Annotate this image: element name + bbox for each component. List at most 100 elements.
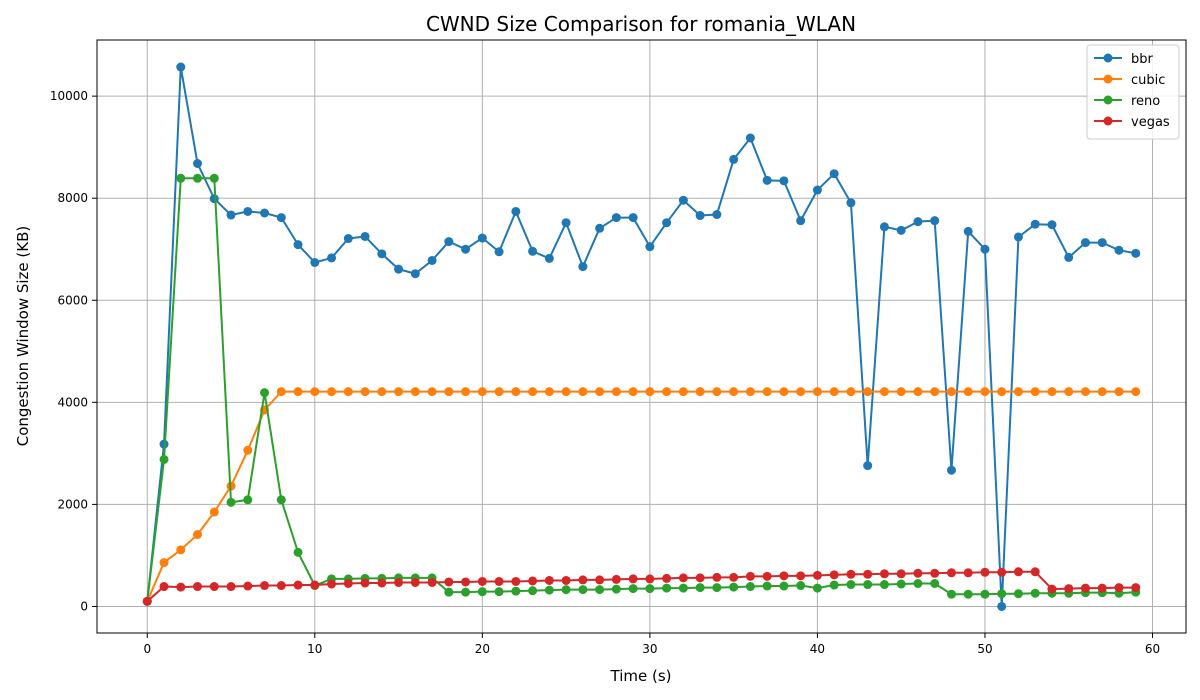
data-point-cubic [578, 387, 588, 397]
data-point-cubic [1080, 387, 1090, 397]
data-point-vegas [544, 575, 554, 585]
data-point-vegas [276, 581, 286, 591]
data-point-cubic [812, 387, 822, 397]
data-point-vegas [997, 567, 1007, 577]
data-point-cubic [913, 387, 923, 397]
data-point-bbr [946, 465, 956, 475]
data-point-reno [494, 587, 504, 597]
data-point-reno [745, 582, 755, 592]
y-tick-label: 4000 [57, 395, 88, 409]
data-point-bbr [662, 218, 672, 228]
data-point-bbr [829, 169, 839, 179]
data-point-cubic [997, 387, 1007, 397]
data-point-bbr [494, 247, 504, 257]
data-point-bbr [779, 176, 789, 186]
data-point-vegas [829, 570, 839, 580]
data-point-vegas [578, 575, 588, 585]
data-point-cubic [377, 387, 387, 397]
data-point-cubic [1030, 387, 1040, 397]
data-point-bbr [461, 244, 471, 254]
data-point-vegas [176, 582, 186, 592]
data-point-reno [544, 585, 554, 595]
data-point-bbr [1114, 245, 1124, 255]
data-point-reno [930, 579, 940, 588]
data-point-reno [1013, 589, 1023, 599]
data-point-reno [946, 589, 956, 599]
chart-title: CWND Size Comparison for romania_WLAN [426, 12, 856, 36]
y-tick-label: 0 [80, 599, 88, 613]
data-point-reno [846, 580, 856, 590]
data-point-cubic [946, 387, 956, 397]
data-point-cubic [963, 387, 973, 397]
data-point-vegas [1131, 583, 1141, 593]
data-point-bbr [276, 213, 286, 223]
data-point-bbr [980, 244, 990, 254]
legend-item-cubic: cubic [1094, 73, 1165, 88]
data-point-bbr [963, 226, 973, 236]
data-point-cubic [779, 387, 789, 397]
data-point-vegas [896, 569, 906, 579]
data-point-cubic [310, 387, 320, 397]
data-point-vegas [796, 571, 806, 581]
plot-frame [96, 39, 1187, 634]
data-point-cubic [678, 387, 688, 397]
data-point-bbr [997, 601, 1007, 611]
data-point-cubic [896, 387, 906, 397]
data-point-cubic [193, 530, 203, 540]
data-point-cubic [846, 387, 856, 397]
data-point-vegas [243, 581, 253, 591]
data-point-reno [226, 497, 236, 507]
data-point-bbr [1080, 238, 1090, 248]
data-point-reno [980, 589, 990, 599]
data-point-reno [528, 586, 538, 596]
data-point-bbr [762, 175, 772, 185]
data-point-cubic [1047, 387, 1057, 397]
data-point-bbr [695, 211, 705, 221]
y-axis: 0 2000 4000 6000 8000 10000 [50, 89, 97, 613]
data-point-vegas [645, 574, 655, 584]
data-point-reno [695, 583, 705, 593]
data-point-reno [561, 585, 571, 595]
data-point-cubic [511, 387, 521, 397]
data-point-vegas [678, 573, 688, 583]
data-point-bbr [628, 213, 638, 223]
data-point-bbr [712, 210, 722, 220]
data-point-reno [444, 587, 454, 597]
data-point-vegas [260, 581, 270, 591]
data-point-reno [293, 547, 303, 557]
data-point-reno [678, 583, 688, 593]
data-point-reno [879, 580, 889, 590]
data-point-bbr [243, 206, 253, 216]
data-point-vegas [494, 576, 504, 586]
data-point-reno [193, 173, 203, 183]
legend-item-reno: reno [1094, 94, 1160, 109]
data-point-cubic [276, 387, 286, 397]
data-point-cubic [645, 387, 655, 397]
data-point-cubic [879, 387, 889, 397]
data-point-reno [645, 584, 655, 594]
data-point-bbr [343, 234, 353, 244]
legend-swatch-marker [1103, 53, 1113, 63]
data-point-bbr [678, 195, 688, 205]
data-point-bbr [544, 253, 554, 263]
data-point-vegas [712, 572, 722, 582]
data-point-bbr [176, 62, 186, 72]
data-point-cubic [930, 387, 940, 397]
data-point-bbr [293, 240, 303, 250]
data-point-bbr [745, 133, 755, 143]
data-point-reno [276, 495, 286, 505]
data-point-cubic [1097, 387, 1107, 397]
x-tick-label: 50 [977, 642, 992, 656]
series-vegas [142, 567, 1141, 606]
data-point-reno [729, 582, 739, 592]
data-point-reno [1030, 588, 1040, 598]
data-point-vegas [159, 582, 169, 592]
data-point-reno [812, 583, 822, 593]
data-point-cubic [1064, 387, 1074, 397]
data-point-cubic [1114, 387, 1124, 397]
legend-box [1086, 44, 1180, 140]
grid-lines [97, 40, 1186, 633]
data-point-reno [913, 579, 923, 588]
series-bbr [142, 62, 1141, 611]
data-point-cubic [729, 387, 739, 397]
